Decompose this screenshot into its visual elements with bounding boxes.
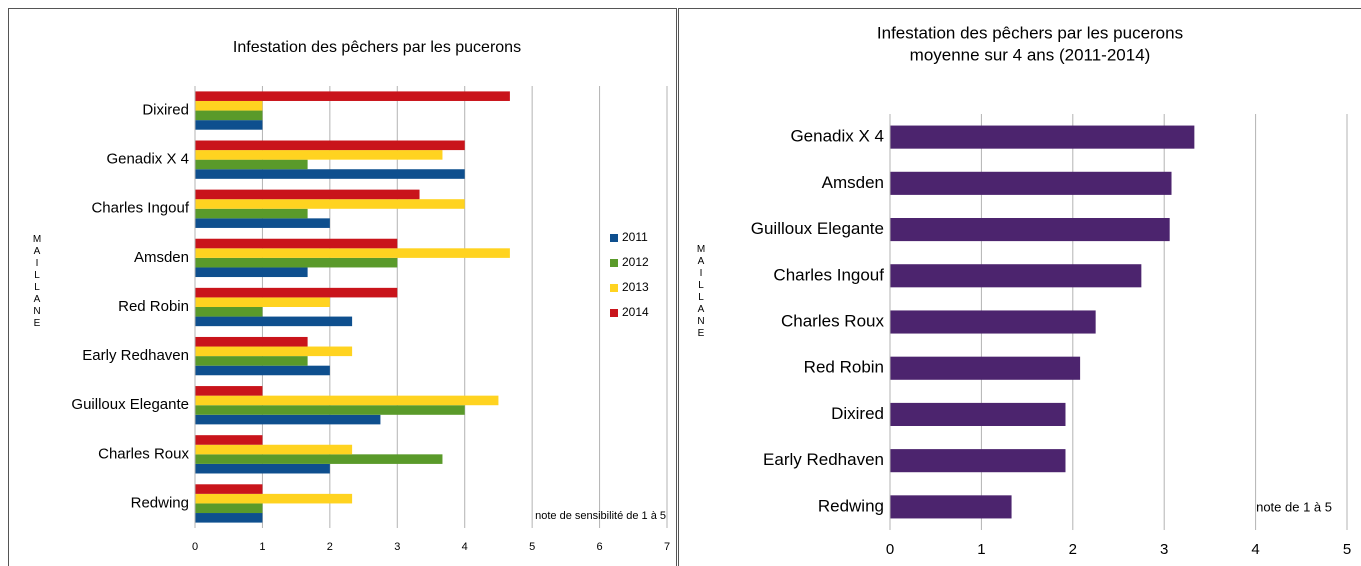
bar xyxy=(195,208,308,219)
bar xyxy=(195,287,398,298)
bar xyxy=(195,316,353,327)
bar xyxy=(195,356,308,366)
y-tick-label: Guilloux Elegante xyxy=(751,219,884,238)
bar xyxy=(195,218,330,228)
bar xyxy=(195,346,353,357)
y-tick-label: Early Redhaven xyxy=(82,347,189,364)
bar xyxy=(195,120,263,130)
bar xyxy=(195,395,499,406)
y-tick-label: Charles Roux xyxy=(781,311,884,330)
bar xyxy=(890,171,1172,195)
legend-label: 2011 xyxy=(622,230,648,244)
y-tick-label: Red Robin xyxy=(118,298,189,315)
x-tick-label: 3 xyxy=(394,541,400,553)
x-tick-label: 2 xyxy=(1069,541,1077,558)
bar xyxy=(195,267,308,278)
x-tick-label: 7 xyxy=(664,541,670,553)
annotation: note de sensibilité de 1 à 5 xyxy=(535,510,666,522)
bar xyxy=(195,238,398,249)
bar xyxy=(890,125,1195,149)
legend-label: 2013 xyxy=(622,280,649,294)
y-tick-label: Charles Ingouf xyxy=(91,200,189,217)
bar xyxy=(195,386,263,396)
bar xyxy=(195,493,353,504)
y-tick-label: Amsden xyxy=(134,249,189,266)
legend-label: 2014 xyxy=(622,305,649,319)
x-tick-label: 0 xyxy=(886,541,894,558)
bar xyxy=(195,91,510,101)
legend-label: 2012 xyxy=(622,255,649,269)
bar xyxy=(195,444,353,455)
bar xyxy=(195,140,465,151)
x-tick-label: 1 xyxy=(259,541,265,553)
chart-title: Infestation des pêchers par les pucerons xyxy=(877,23,1183,42)
y-tick-label: Dixired xyxy=(142,102,189,119)
legend-swatch xyxy=(610,284,618,292)
x-tick-label: 1 xyxy=(977,541,985,558)
left-panel xyxy=(8,8,677,566)
bar xyxy=(195,297,330,307)
bar xyxy=(195,336,308,347)
bar xyxy=(195,513,263,523)
y-tick-label: Redwing xyxy=(818,496,884,515)
y-tick-label: Genadix X 4 xyxy=(106,151,189,168)
y-tick-label: Charles Roux xyxy=(98,445,189,462)
legend-swatch xyxy=(610,259,618,267)
bar xyxy=(195,199,465,209)
y-tick-label: Red Robin xyxy=(804,358,884,377)
legend-swatch xyxy=(610,234,618,242)
x-tick-label: 3 xyxy=(1160,541,1168,558)
chart-subtitle: moyenne sur 4 ans (2011-2014) xyxy=(910,45,1151,64)
x-tick-label: 4 xyxy=(462,541,468,553)
bar xyxy=(195,110,263,121)
bar xyxy=(890,310,1096,334)
y-axis-label: MAILLANE xyxy=(696,244,707,340)
x-tick-label: 5 xyxy=(529,541,535,553)
x-tick-label: 2 xyxy=(327,541,333,553)
bar xyxy=(195,414,381,425)
bar xyxy=(195,435,263,445)
legend-swatch xyxy=(610,309,618,317)
y-tick-label: Guilloux Elegante xyxy=(71,396,189,413)
x-tick-label: 5 xyxy=(1343,541,1351,558)
y-tick-label: Redwing xyxy=(131,494,189,511)
bar xyxy=(195,405,465,415)
bar xyxy=(195,248,510,258)
bar xyxy=(195,484,263,494)
bar xyxy=(890,402,1066,426)
bar xyxy=(890,356,1081,380)
chart-title: Infestation des pêchers par les pucerons xyxy=(233,39,521,56)
bar xyxy=(195,503,263,514)
y-tick-label: Early Redhaven xyxy=(763,450,884,469)
y-tick-label: Genadix X 4 xyxy=(790,127,884,146)
bar xyxy=(195,257,398,268)
y-tick-label: Amsden xyxy=(822,173,884,192)
bar xyxy=(890,449,1066,473)
x-tick-label: 4 xyxy=(1251,541,1259,558)
bar xyxy=(195,463,330,474)
bar xyxy=(195,150,443,160)
bar xyxy=(890,495,1012,519)
bar xyxy=(195,169,465,179)
bar xyxy=(890,264,1142,288)
y-tick-label: Charles Ingouf xyxy=(773,265,884,284)
bar xyxy=(195,454,443,464)
bar xyxy=(195,365,330,376)
bar xyxy=(195,100,263,111)
y-tick-label: Dixired xyxy=(831,404,884,423)
annotation: note de 1 à 5 xyxy=(1256,499,1332,514)
x-tick-label: 6 xyxy=(597,541,603,553)
bar xyxy=(195,189,420,200)
x-tick-label: 0 xyxy=(192,541,198,553)
bar xyxy=(195,307,263,317)
y-axis-label: MAILLANE xyxy=(32,234,43,330)
bar xyxy=(890,218,1170,242)
bar xyxy=(195,159,308,170)
